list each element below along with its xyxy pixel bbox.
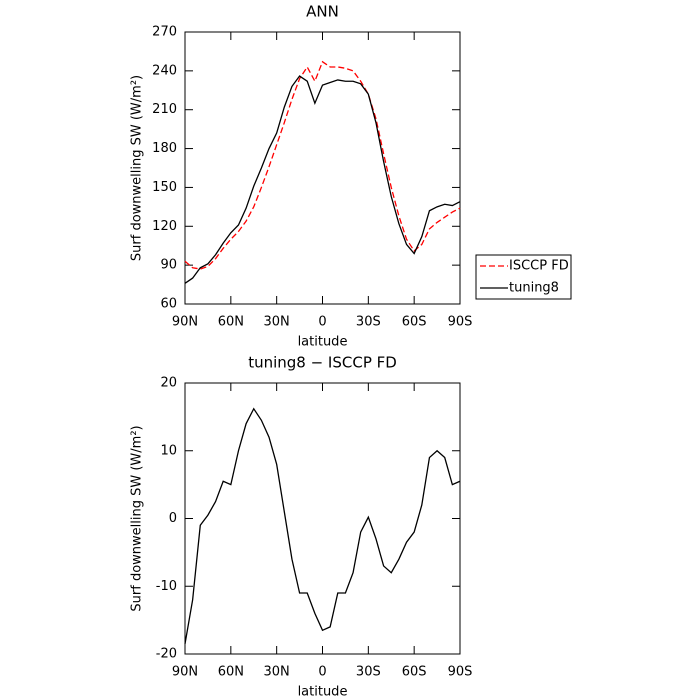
y-tick-label: 10 (160, 443, 177, 458)
x-tick-label: 60N (218, 665, 244, 680)
x-tick-label: 60N (218, 315, 244, 330)
legend-box (475, 254, 572, 300)
y-tick-label: 60 (160, 297, 177, 312)
y-tick-label: 0 (169, 511, 177, 526)
x-axis-label: latitude (298, 335, 348, 350)
y-tick-label: 20 (160, 376, 177, 391)
series-line (184, 407, 461, 644)
x-tick-label: 60S (402, 665, 427, 680)
x-tick-label: 90S (448, 665, 473, 680)
series-line (184, 60, 461, 270)
chart-title: ANN (306, 3, 339, 21)
x-tick-label: 30N (264, 315, 290, 330)
plot-frame (184, 382, 461, 655)
y-tick-label: 270 (152, 25, 177, 40)
chart-title: tuning8 − ISCCP FD (248, 354, 397, 372)
x-tick-label: 90N (172, 665, 198, 680)
y-tick-label: 90 (160, 258, 177, 273)
y-tick-label: 120 (152, 219, 177, 234)
x-tick-label: 0 (318, 665, 326, 680)
y-tick-label: 180 (152, 141, 177, 156)
y-tick-label: -10 (156, 579, 177, 594)
plot-frame (184, 31, 461, 305)
legend-label: ISCCP FD (509, 259, 569, 274)
y-axis-label: Surf downwelling SW (W/m²) (130, 425, 145, 611)
y-tick-label: -20 (156, 647, 177, 662)
y-tick-label: 210 (152, 102, 177, 117)
x-tick-label: 90S (448, 315, 473, 330)
y-tick-label: 240 (152, 63, 177, 78)
x-tick-label: 60S (402, 315, 427, 330)
series-line (184, 75, 461, 284)
y-tick-label: 150 (152, 180, 177, 195)
x-tick-label: 30S (356, 665, 381, 680)
legend-label: tuning8 (509, 281, 559, 296)
x-tick-label: 30N (264, 665, 290, 680)
x-axis-label: latitude (298, 685, 348, 700)
y-axis-label: Surf downwelling SW (W/m²) (130, 75, 145, 261)
x-tick-label: 0 (318, 315, 326, 330)
x-tick-label: 90N (172, 315, 198, 330)
x-tick-label: 30S (356, 315, 381, 330)
